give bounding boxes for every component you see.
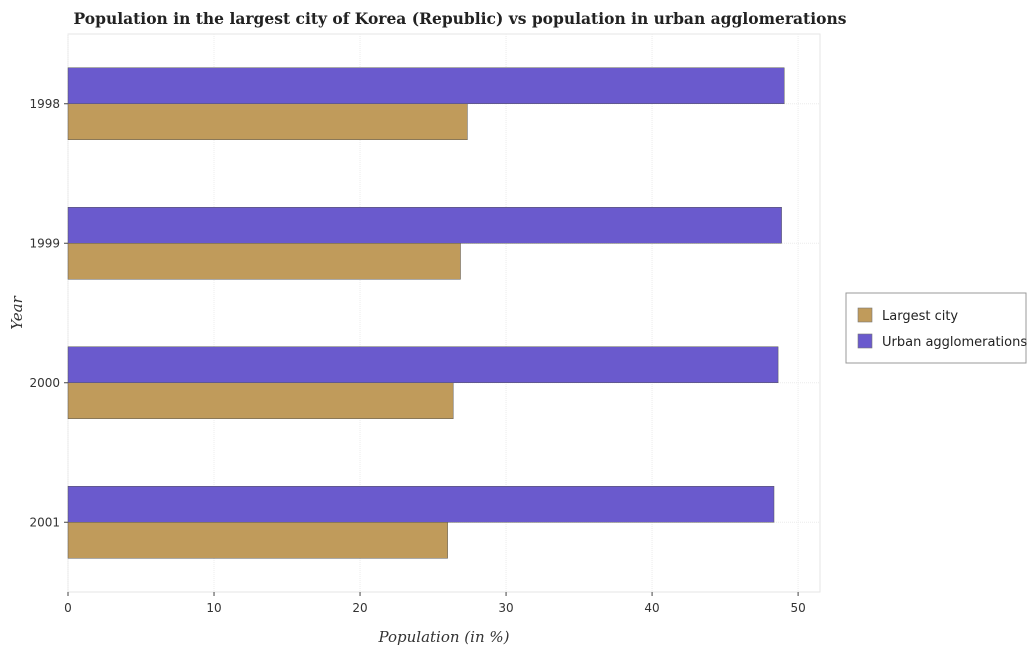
bar-largest-city-1998 bbox=[67, 103, 468, 140]
x-tick-label: 50 bbox=[790, 601, 805, 615]
bar-largest-city-2001 bbox=[67, 522, 448, 559]
legend-label-urban-agglomerations: Urban agglomerations bbox=[882, 335, 1027, 350]
x-tick-label: 10 bbox=[206, 601, 221, 615]
bar-largest-city-1999 bbox=[67, 243, 461, 280]
legend-swatch-urban-agglomerations bbox=[857, 333, 873, 349]
x-axis-ticks: 0 10 20 30 40 50 bbox=[64, 592, 806, 615]
x-tick-label: 30 bbox=[498, 601, 513, 615]
y-axis-label: Year bbox=[8, 295, 26, 329]
legend: Largest city Urban agglomerations bbox=[845, 292, 1027, 364]
x-tick-label: 40 bbox=[644, 601, 659, 615]
bar-urban-agglomerations-1998 bbox=[67, 67, 785, 104]
bar-urban-agglomerations-2001 bbox=[67, 486, 775, 523]
y-tick-label: 2000 bbox=[29, 376, 60, 390]
bar-urban-agglomerations-2000 bbox=[67, 346, 779, 383]
y-axis-ticks: 1998 1999 2000 2001 bbox=[29, 97, 68, 529]
x-tick-label: 20 bbox=[352, 601, 367, 615]
bar-largest-city-2000 bbox=[67, 382, 454, 419]
legend-label-largest-city: Largest city bbox=[882, 309, 958, 324]
bar-urban-agglomerations-1999 bbox=[67, 207, 782, 244]
bars bbox=[67, 67, 785, 559]
legend-swatch-largest-city bbox=[857, 307, 873, 323]
legend-box bbox=[845, 292, 1027, 364]
x-tick-label: 0 bbox=[64, 601, 72, 615]
y-tick-label: 1998 bbox=[29, 97, 60, 111]
y-tick-label: 1999 bbox=[29, 236, 60, 250]
chart-title: Population in the largest city of Korea … bbox=[74, 9, 847, 28]
y-tick-label: 2001 bbox=[29, 515, 60, 529]
x-axis-label: Population (in %) bbox=[378, 628, 510, 646]
